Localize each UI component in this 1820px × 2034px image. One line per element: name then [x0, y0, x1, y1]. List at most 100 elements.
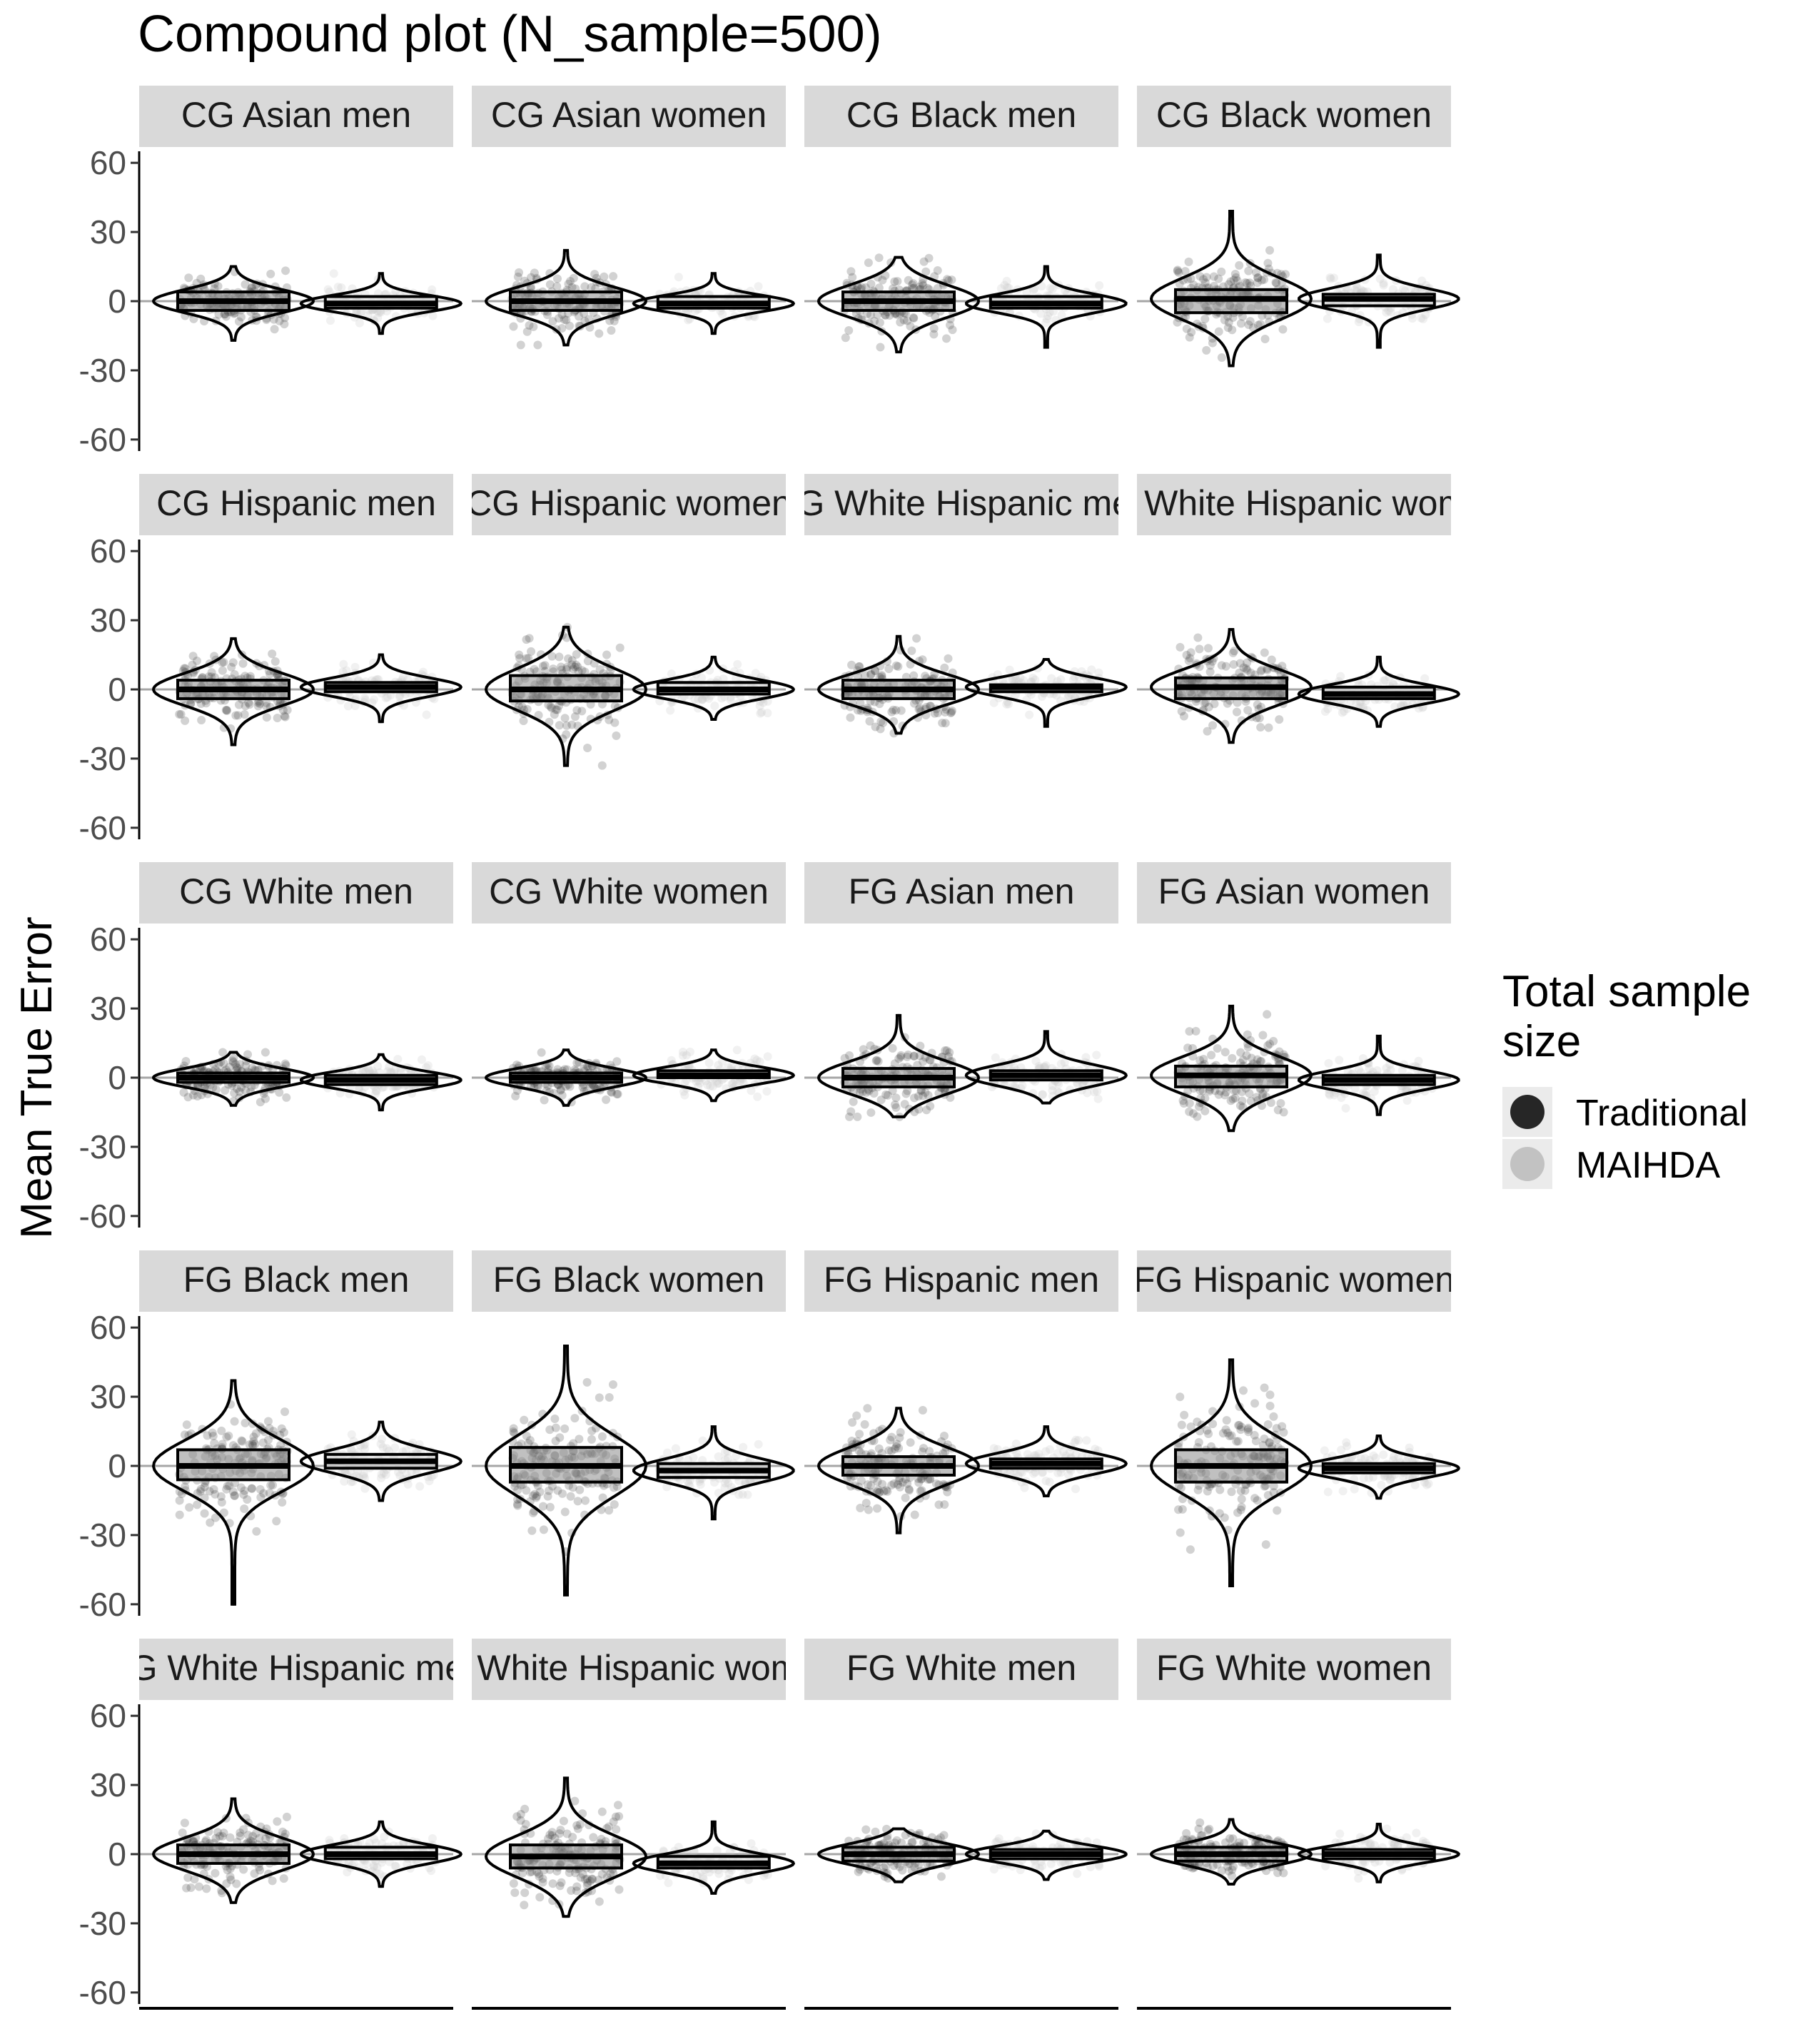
jitter-point [888, 1043, 897, 1053]
jitter-point [1257, 275, 1266, 285]
jitter-point [876, 343, 885, 352]
jitter-point [537, 1048, 546, 1057]
jitter-point [942, 334, 951, 343]
jitter-point [1260, 648, 1269, 657]
jitter-point [1232, 707, 1241, 717]
jitter-point [1335, 1056, 1344, 1065]
jitter-point [356, 308, 365, 318]
jitter-point [1025, 710, 1034, 719]
jitter-point [929, 324, 939, 333]
jitter-point [1338, 708, 1347, 717]
jitter-point [282, 1093, 291, 1102]
jitter-point [1174, 1505, 1183, 1514]
jitter-point [1263, 1041, 1273, 1051]
facet-strip [1137, 86, 1451, 147]
jitter-point [552, 705, 562, 714]
jitter-point [706, 1081, 715, 1091]
jitter-point [610, 718, 620, 727]
jitter-point [1357, 285, 1366, 295]
y-axis-label: Mean True Error [12, 916, 61, 1238]
jitter-point [247, 283, 256, 293]
jitter-point [343, 702, 353, 711]
jitter-point [1043, 311, 1053, 320]
jitter-point [184, 273, 193, 283]
jitter-point [1217, 353, 1226, 363]
y-tick-label: -60 [79, 1974, 126, 2011]
jitter-point [1260, 335, 1270, 344]
jitter-point [547, 652, 557, 661]
jitter-point [243, 1494, 252, 1504]
jitter-point [904, 1484, 914, 1494]
jitter-point [512, 1499, 522, 1509]
violin [817, 255, 981, 354]
jitter-point [1220, 315, 1229, 325]
jitter-point [1236, 319, 1245, 328]
jitter-point [1417, 276, 1427, 285]
jitter-point [1253, 278, 1262, 288]
series-traditional [484, 622, 648, 770]
y-tick-label: 60 [90, 1697, 126, 1734]
series-maihda [299, 653, 463, 724]
jitter-point [280, 320, 289, 329]
jitter-point [878, 1479, 887, 1489]
jitter-point [680, 1091, 689, 1100]
jitter-point [1174, 268, 1183, 277]
jitter-point [933, 283, 942, 293]
jitter-point [181, 716, 190, 725]
jitter-point [1354, 318, 1363, 327]
jitter-point [944, 654, 953, 663]
jitter-point [891, 1442, 901, 1451]
jitter-point [909, 279, 918, 288]
jitter-point [1226, 277, 1235, 286]
jitter-point [513, 272, 522, 281]
jitter-point [1208, 338, 1217, 348]
jitter-point [881, 310, 890, 320]
facet-label: CG Asian women [491, 95, 767, 135]
jitter-point [1386, 308, 1395, 317]
jitter-point [878, 275, 887, 285]
jitter-point [1320, 707, 1330, 717]
jitter-point [530, 268, 539, 278]
jitter-point [714, 1079, 724, 1088]
jitter-point [1261, 1540, 1270, 1549]
jitter-point [1045, 308, 1054, 317]
jitter-point [1180, 1410, 1189, 1420]
jitter-point [1279, 1108, 1288, 1117]
jitter-point [528, 1491, 537, 1500]
jitter-point [1046, 283, 1055, 293]
jitter-point [253, 702, 263, 711]
jitter-point [240, 1504, 249, 1513]
jitter-point [573, 662, 582, 672]
jitter-point [201, 699, 211, 708]
jitter-point [597, 761, 607, 770]
jitter-point [575, 1485, 585, 1494]
jitter-point [1074, 1436, 1083, 1445]
jitter-point [269, 315, 278, 324]
jitter-point [1229, 275, 1238, 285]
jitter-point [415, 1482, 425, 1491]
jitter-point [555, 652, 564, 662]
jitter-point [1253, 273, 1263, 282]
jitter-point [926, 1101, 935, 1110]
jitter-point [230, 1491, 239, 1500]
jitter-point [1238, 1087, 1247, 1096]
jitter-point [210, 1439, 219, 1448]
jitter-point [1235, 260, 1244, 270]
jitter-point [909, 1052, 919, 1061]
jitter-point [395, 692, 404, 702]
jitter-point [858, 1088, 867, 1097]
jitter-point [754, 1440, 763, 1449]
jitter-point [339, 659, 348, 669]
jitter-point [866, 669, 876, 679]
jitter-point [517, 702, 527, 712]
jitter-point [1379, 278, 1388, 288]
jitter-point [529, 322, 538, 331]
jitter-point [580, 282, 590, 291]
jitter-point [1256, 723, 1265, 732]
series-traditional [151, 265, 315, 342]
jitter-point [1420, 674, 1430, 683]
jitter-point [1231, 273, 1240, 282]
jitter-point [860, 1420, 869, 1429]
jitter-point [1377, 1480, 1386, 1489]
jitter-point [557, 310, 567, 319]
